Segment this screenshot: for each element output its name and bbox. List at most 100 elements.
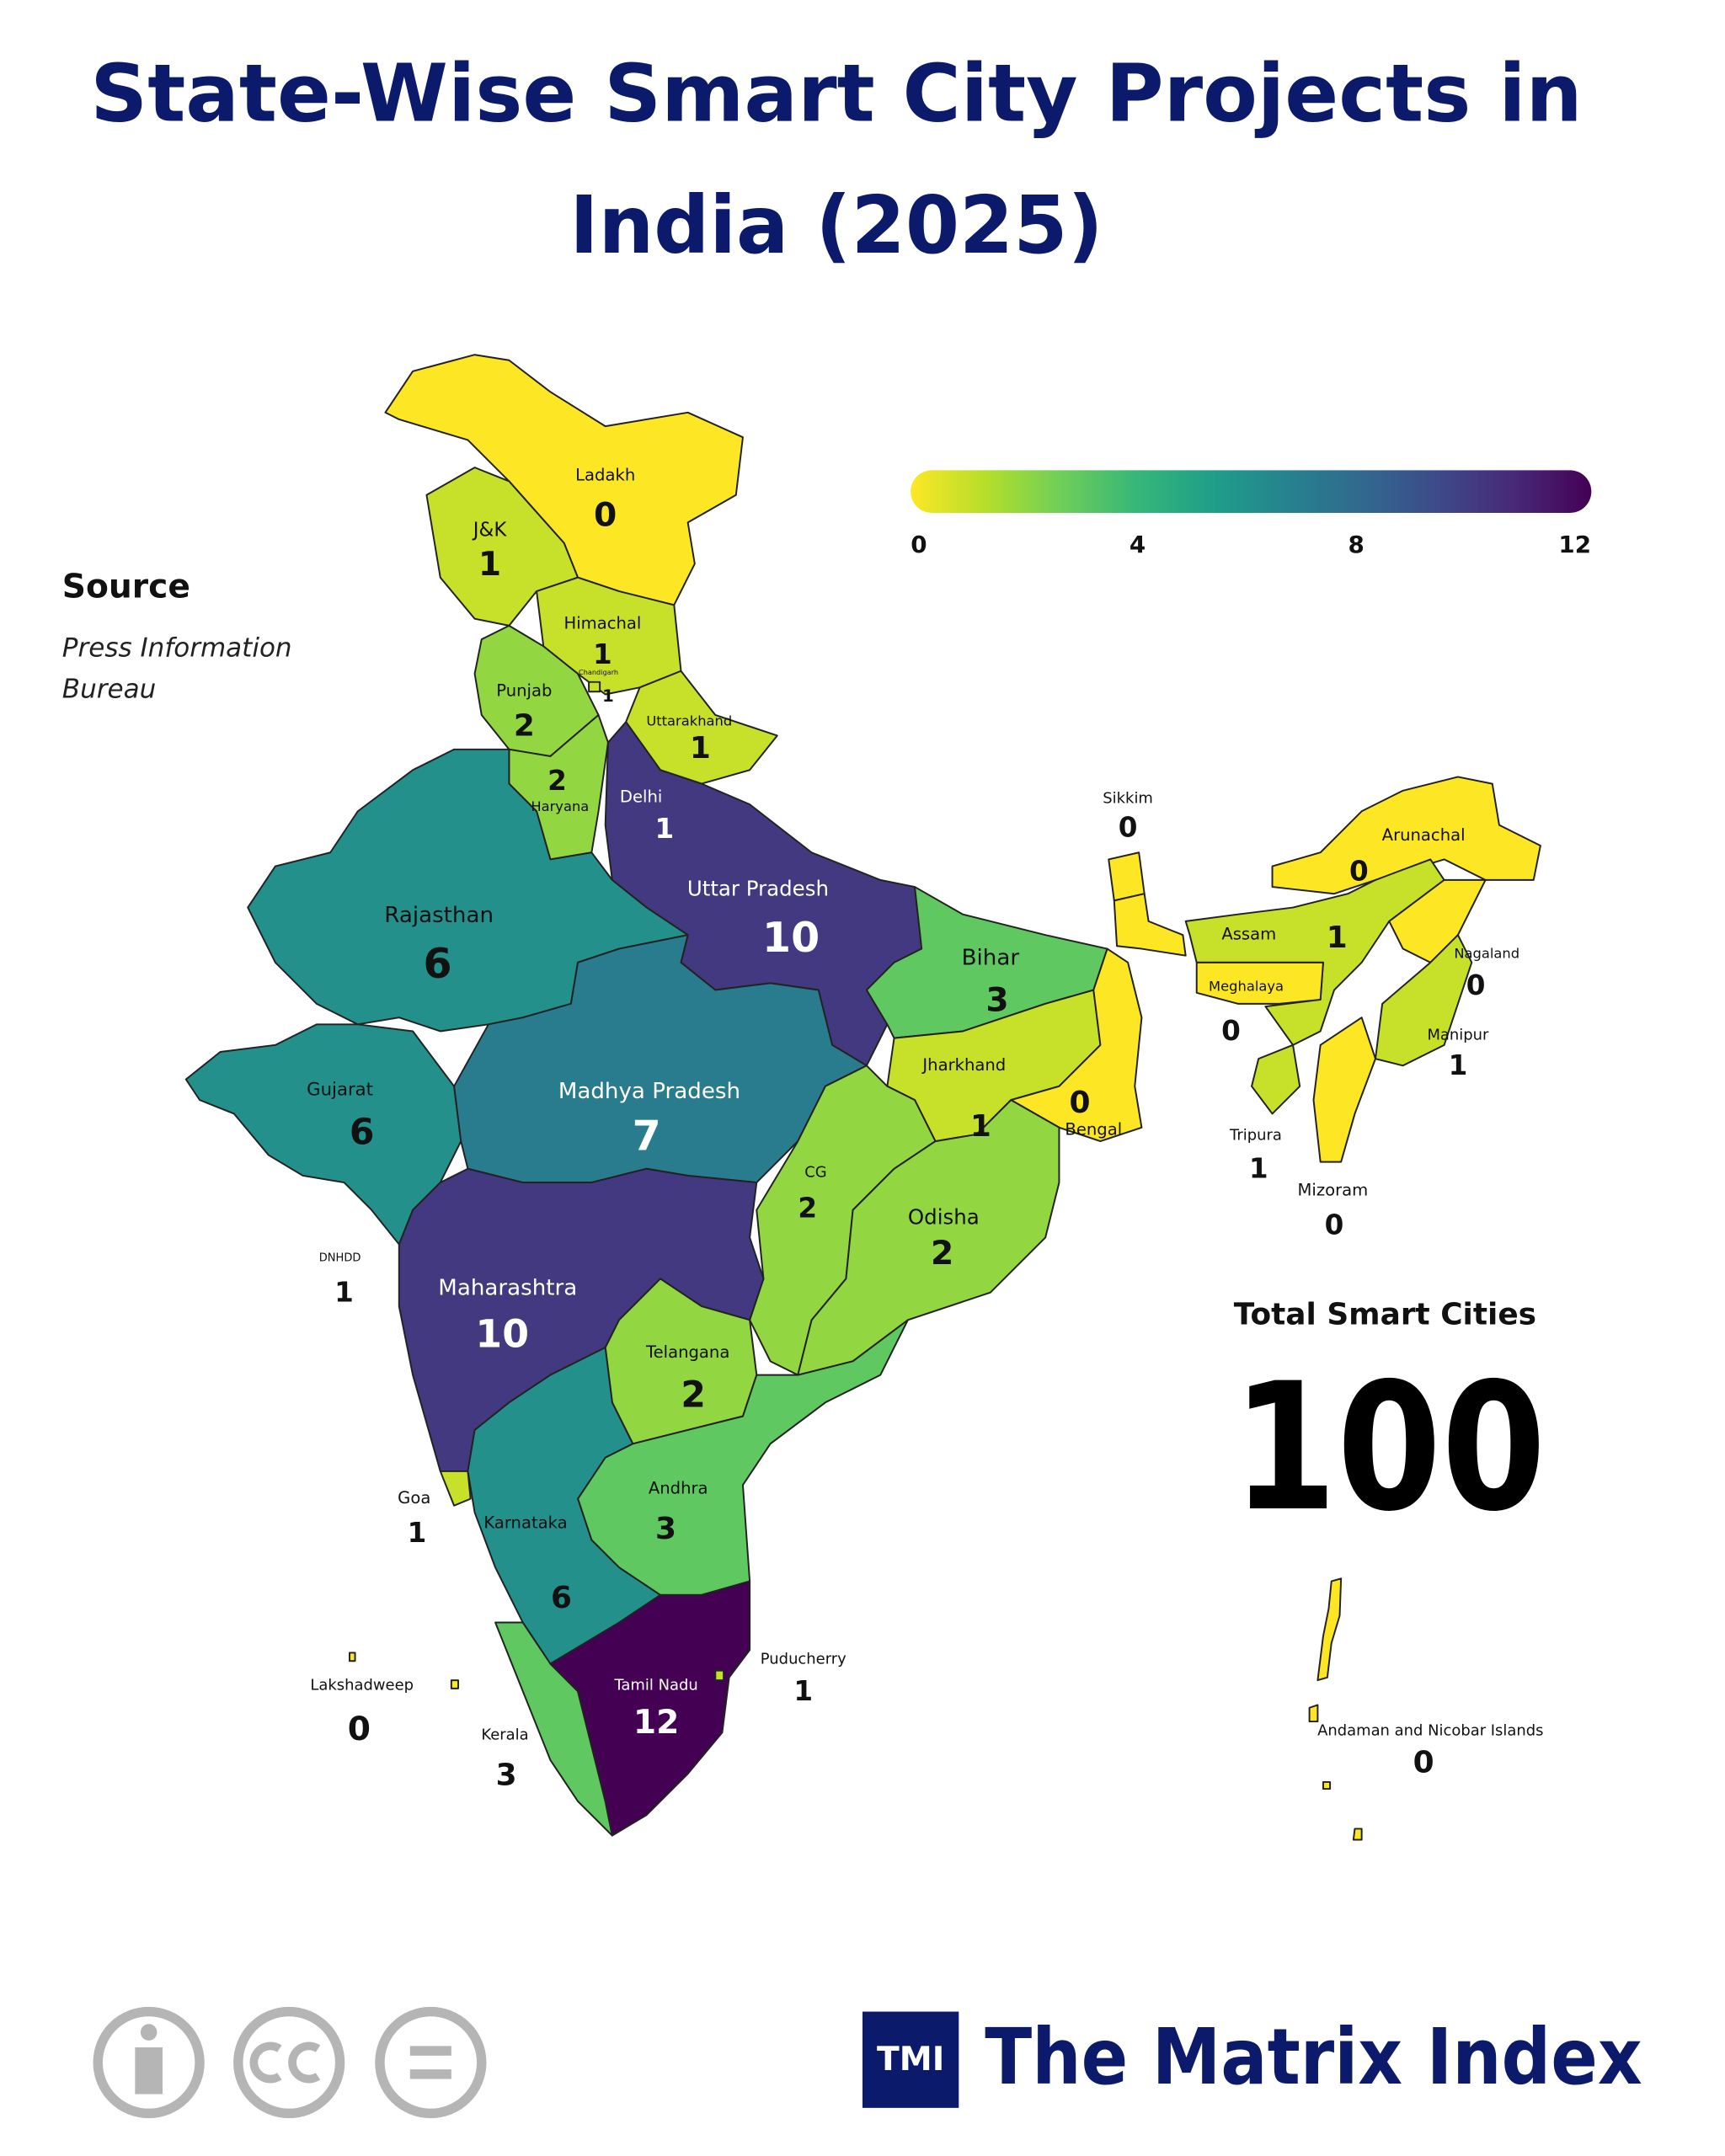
region-name: Sikkim (1103, 790, 1153, 808)
region-name: Assam (1221, 925, 1276, 944)
region (1308, 1577, 1363, 1841)
region-value: 1 (334, 1276, 354, 1308)
icon-part (249, 2041, 321, 2084)
region-value: 2 (547, 765, 567, 797)
region-value: 0 (1413, 1746, 1434, 1780)
region-value: 3 (985, 982, 1008, 1020)
region-value: 0 (1069, 1086, 1090, 1120)
region-name: Lakshadweep (310, 1677, 414, 1694)
region-value: 1 (593, 638, 612, 670)
region-name: Haryana (531, 798, 589, 814)
icon-part (140, 2024, 158, 2041)
map-labels: Ladakh0J&K1Himachal1Chandigarh1Punjab2Ha… (307, 465, 1543, 1792)
region (1108, 851, 1146, 902)
region-name: J&K (472, 520, 508, 542)
region-value: 6 (350, 1112, 375, 1153)
region-name: Tamil Nadu (613, 1677, 697, 1694)
region-value: 2 (681, 1374, 706, 1416)
region (588, 680, 601, 693)
region-name: Odisha (908, 1205, 980, 1230)
logo-text: TMI (877, 2041, 944, 2079)
colorbar (911, 470, 1592, 513)
region (714, 1669, 725, 1682)
region-name: Goa (398, 1488, 430, 1508)
region-name: Manipur (1427, 1026, 1489, 1043)
source-heading: Source (62, 568, 190, 606)
region-value: 0 (348, 1710, 371, 1748)
total-label: Total Smart Cities (1234, 1297, 1536, 1331)
region-value: 1 (478, 546, 501, 584)
region-name: Chandigarh (579, 668, 618, 676)
region-name: Kerala (481, 1726, 528, 1743)
region-value: 3 (655, 1512, 676, 1546)
region-name: Bengal (1065, 1120, 1122, 1139)
region-name: Arunachal (1382, 825, 1466, 845)
map (184, 354, 1541, 1841)
region-name: Bihar (962, 945, 1020, 970)
region-name: Meghalaya (1209, 979, 1284, 995)
region-value: 1 (602, 686, 614, 706)
region-value: 10 (762, 914, 820, 962)
license-icons (93, 2006, 487, 2119)
region-name: Uttarakhand (646, 713, 732, 729)
region-value: 10 (475, 1311, 529, 1356)
region-value: 0 (1325, 1209, 1344, 1241)
region (1375, 934, 1473, 1067)
region (439, 1470, 472, 1507)
icon-cc (233, 2006, 345, 2119)
region (1251, 1043, 1301, 1115)
region-name: Delhi (620, 787, 662, 806)
region-value: 0 (1466, 969, 1486, 1001)
region-value: 2 (514, 709, 535, 744)
region-name: Maharashtra (438, 1275, 577, 1300)
region-name: Puducherry (761, 1651, 846, 1668)
region-value: 7 (633, 1112, 661, 1160)
region (1271, 776, 1541, 895)
icon-part (135, 2047, 163, 2095)
region-value: 3 (496, 1758, 517, 1792)
region-value: 1 (408, 1517, 427, 1549)
region-name: Himachal (564, 614, 642, 633)
region (1010, 893, 1187, 1143)
region-value: 1 (1249, 1152, 1268, 1184)
title: State-Wise Smart City Projects in (90, 47, 1582, 140)
source-text: Press Information (62, 633, 292, 664)
region-name: CG (804, 1164, 826, 1182)
region-name: Mizoram (1298, 1180, 1369, 1199)
region-name: DNHDD (319, 1251, 361, 1264)
region-value: 2 (931, 1235, 953, 1273)
region-name: Telangana (645, 1342, 729, 1362)
region-value: 2 (798, 1193, 817, 1225)
region-name: Jharkhand (921, 1055, 1006, 1075)
icon-attribution (93, 2006, 205, 2119)
region-value: 1 (793, 1675, 813, 1707)
icon-part (409, 2069, 451, 2079)
region (1312, 1017, 1376, 1163)
colorbar-tick-label: 8 (1348, 531, 1364, 558)
icon-nd (375, 2006, 487, 2119)
icon-part (409, 2046, 451, 2056)
region-name: Uttar Pradesh (687, 876, 829, 900)
region-name: Andaman and Nicobar Islands (1317, 1722, 1543, 1740)
logo-box (862, 2011, 959, 2108)
region-value: 6 (551, 1581, 572, 1615)
region-value: 1 (1449, 1049, 1468, 1081)
region (1195, 961, 1324, 1005)
region-value: 1 (655, 813, 675, 845)
total-value: 100 (1232, 1346, 1546, 1550)
region-value: 1 (1327, 921, 1348, 955)
region-name: Madhya Pradesh (558, 1079, 740, 1104)
region-value: 0 (1349, 856, 1369, 888)
brand: The Matrix Index (985, 2012, 1642, 2102)
region (549, 1580, 751, 1837)
colorbar-tick-label: 4 (1130, 531, 1146, 558)
region-name: Punjab (496, 681, 552, 701)
colorbar-tick-label: 12 (1558, 531, 1591, 558)
region-value: 0 (1119, 811, 1138, 843)
region (349, 1652, 459, 1689)
region-value: 6 (423, 940, 451, 988)
region-value: 1 (970, 1109, 991, 1144)
region-name: Tripura (1229, 1127, 1282, 1145)
